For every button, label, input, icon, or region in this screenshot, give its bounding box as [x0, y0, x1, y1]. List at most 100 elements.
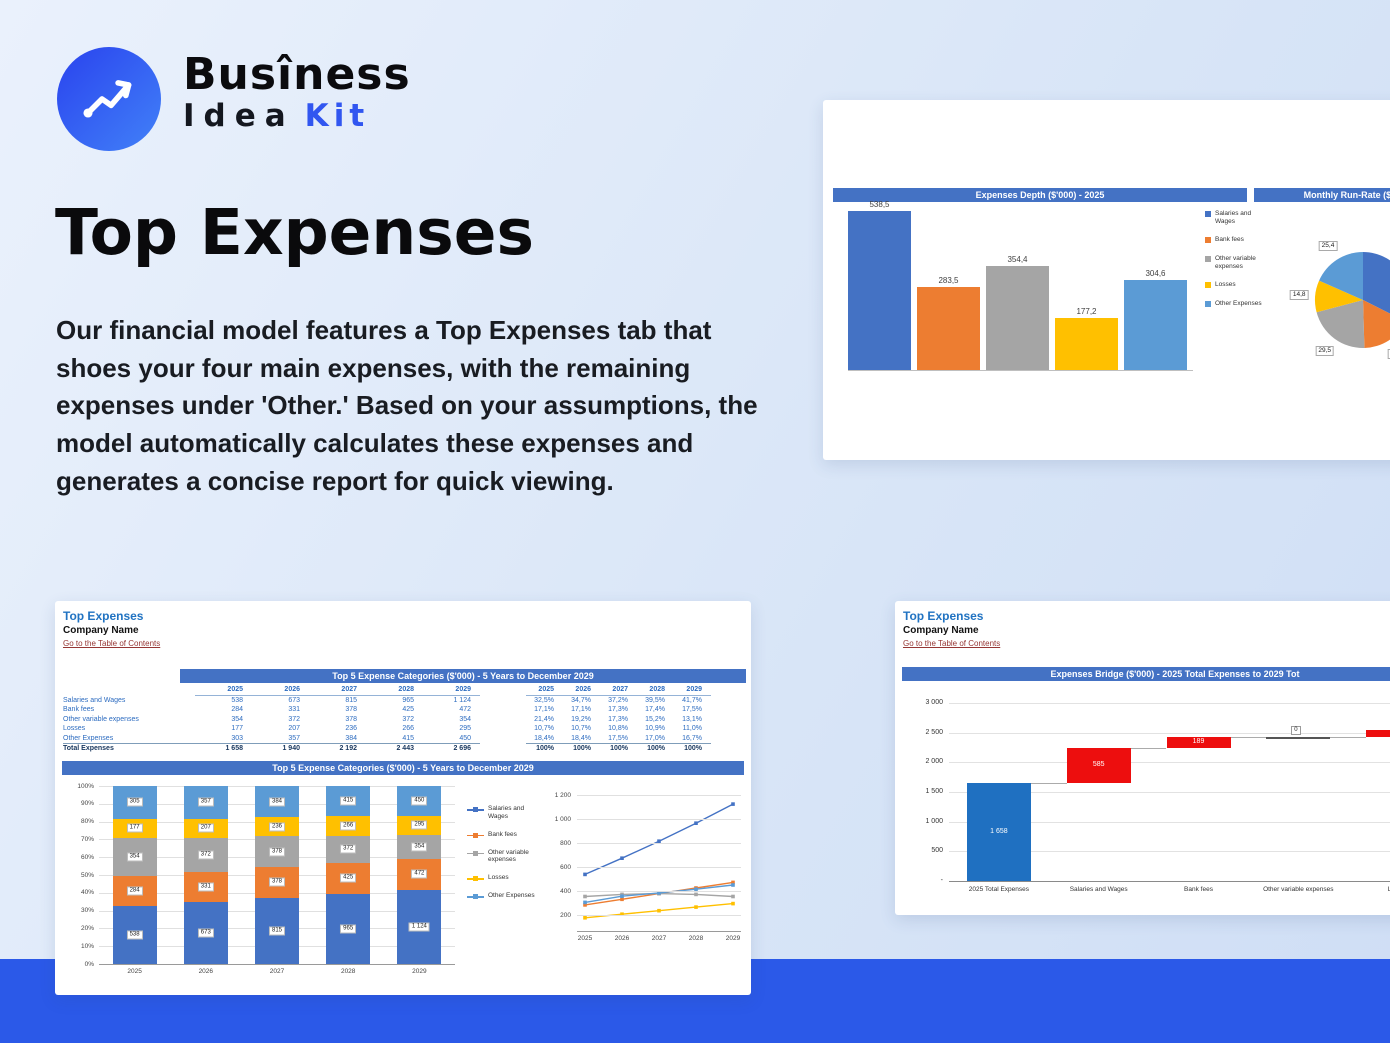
bar-value-label: 304,6 [1145, 269, 1166, 279]
percent-cell: 17,3% [608, 706, 628, 713]
y-axis-label: 10% [80, 942, 94, 950]
waterfall-bar: 189 [1166, 736, 1231, 748]
value-cell: 378 [345, 706, 357, 713]
x-axis-label: 2025 Total Expenses [968, 886, 1029, 893]
stacked-segment: 372 [326, 835, 371, 863]
line-chart-plot [583, 802, 735, 920]
y-axis-label: 400 [560, 887, 571, 895]
legend-marker [473, 832, 478, 838]
legend-item: Salaries and Wages [1205, 210, 1269, 225]
value-cell: 303 [231, 734, 243, 742]
percent-cell: 18,4% [534, 734, 554, 742]
percent-cell: 17,1% [534, 706, 554, 713]
chart-legend: Salaries and Wages Bank fees Other variabl… [1205, 210, 1269, 319]
line-marker [657, 839, 661, 843]
table-of-contents-link[interactable]: Go to the Table of Contents [63, 639, 161, 648]
percent-cell: 13,1% [682, 715, 702, 723]
stacked-bar-chart: 100% 90% 80% 70% 60% 50% 40% 30% 20% 10% 0% 538 284 3… [63, 781, 463, 989]
legend-label: Losses [488, 874, 509, 882]
pie-slice [1319, 252, 1363, 300]
year-header-cell: 2025 [195, 685, 252, 696]
pie-slice [1315, 280, 1363, 313]
data-label: 585 [1092, 761, 1105, 769]
year-header-cell: 2025 [526, 685, 563, 696]
percent-cell: 10,7% [534, 725, 554, 732]
x-axis-label: 2026 [198, 968, 214, 975]
gridline [577, 819, 741, 820]
data-label: 0 [1291, 725, 1301, 735]
value-cell: 357 [288, 734, 300, 742]
y-axis-label: 70% [80, 835, 94, 843]
gridline [577, 867, 741, 868]
percent-cell: 10,7% [571, 725, 591, 732]
x-axis-label: 2028 [340, 968, 356, 975]
x-axis-line [99, 964, 455, 965]
stacked-segment: 673 [183, 902, 228, 964]
gridline [949, 851, 1390, 853]
pie-slice [1363, 300, 1390, 348]
percent-cell: 17,5% [682, 706, 702, 713]
stacked-segment: 415 [326, 786, 371, 817]
column-gap [480, 734, 526, 744]
y-axis-label: 3 000 [925, 699, 943, 706]
value-cell: 207 [288, 725, 300, 732]
data-label: 177 [126, 823, 143, 833]
stacked-segment: 207 [183, 818, 228, 838]
line-series [584, 803, 734, 876]
trend-arrow-icon [83, 80, 132, 118]
value-cell: 378 [345, 715, 357, 723]
legend-swatch [1205, 211, 1211, 217]
stacked-segment: 815 [255, 897, 299, 964]
line-marker [620, 897, 624, 902]
sheet-title: Top Expenses [903, 609, 984, 623]
stacked-segment: 1 124 [397, 889, 442, 964]
y-axis-label: 1 500 [925, 788, 943, 795]
table-of-contents-link[interactable]: Go to the Table of Contents [903, 639, 1001, 648]
column-gap [480, 685, 526, 695]
data-label: 415 [340, 796, 357, 806]
line-marker [583, 903, 587, 907]
value-cell: 965 [402, 696, 414, 704]
stacked-segment: 372 [183, 837, 228, 872]
value-cell: 2 443 [366, 743, 423, 754]
row-label-cell: Other variable expenses [63, 715, 139, 723]
line-marker [620, 894, 624, 898]
y-axis-label: 100% [77, 782, 94, 790]
pie-data-label: 25,4 [1318, 241, 1338, 252]
legend-marker [473, 807, 478, 812]
column-gap [480, 705, 526, 715]
company-name: Company Name [903, 625, 979, 636]
percent-cell: 17,4% [645, 706, 665, 713]
y-axis-label: 1 000 [554, 815, 571, 823]
year-header-cell: 2027 [309, 685, 366, 696]
row-label-cell: Bank fees [63, 706, 95, 713]
legend-line-marker-icon [467, 850, 484, 857]
percent-cell: 34,7% [571, 696, 591, 704]
bar-value-label: 538,5 [869, 200, 890, 210]
stacked-segment: 378 [255, 836, 299, 868]
percent-cell: 100% [563, 743, 600, 754]
row-label-cell: Other Expenses [63, 734, 114, 742]
line-marker [657, 908, 661, 913]
line-marker [583, 916, 587, 920]
line-marker [731, 883, 735, 887]
chart-legend: Salaries and Wages Bank fees Other variabl… [467, 805, 541, 910]
stacked-segment: 384 [255, 786, 299, 818]
waterfall-chart: 3 000 2 500 2 000 1 500 1 000 500 - 1 658 2025 T… [903, 693, 1390, 905]
value-cell: 372 [402, 715, 414, 723]
legend-label: Other variable expenses [1215, 254, 1256, 270]
bridge-section-header: Expenses Bridge ($'000) - 2025 Total Exp… [902, 667, 1390, 681]
stacked-segment: 236 [255, 817, 299, 837]
year-header-cell: 2029 [674, 685, 711, 696]
value-cell: 177 [231, 725, 243, 732]
legend-line-marker-icon [467, 875, 484, 882]
legend-line-marker-icon [467, 806, 484, 813]
data-label: 815 [268, 926, 286, 936]
x-axis-label: 2029 [412, 968, 427, 975]
table-row: Bank fees 284 331 378 425 472 17,1% 17,1% 17,3% 1… [63, 705, 713, 715]
line-marker [731, 802, 735, 806]
connector-line [1230, 736, 1267, 738]
line-marker [583, 872, 587, 877]
line-chart: 1 200 1 000 800 600 400 200 2025 2026 2027 2028 20… [545, 781, 745, 989]
gridline [949, 821, 1390, 823]
